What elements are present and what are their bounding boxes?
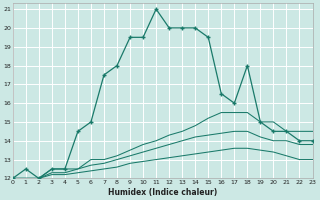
X-axis label: Humidex (Indice chaleur): Humidex (Indice chaleur) — [108, 188, 217, 197]
